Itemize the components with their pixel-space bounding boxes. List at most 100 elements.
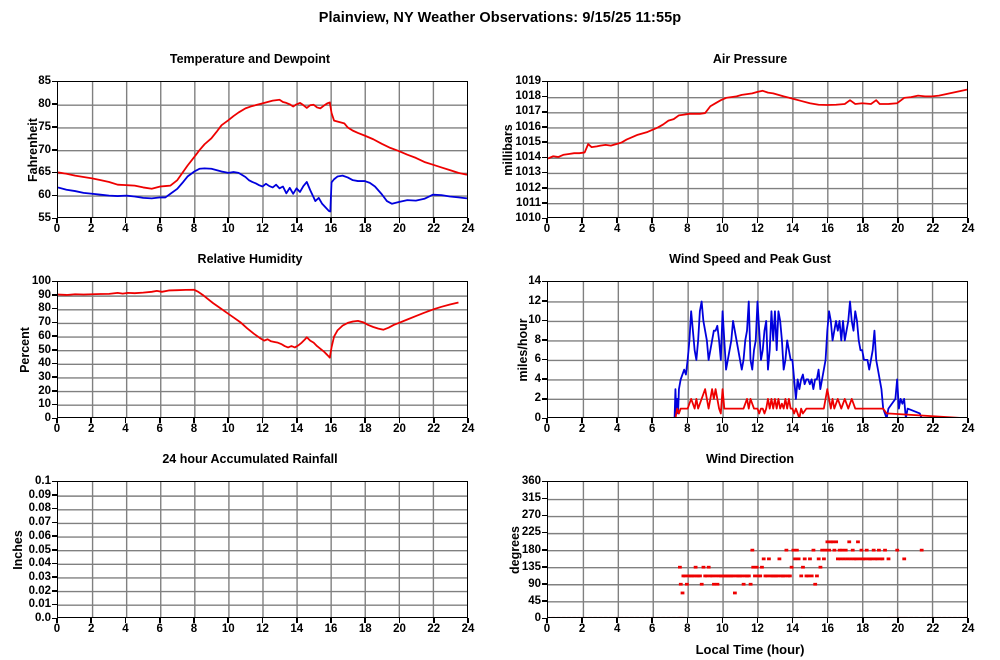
y-tick-mark (542, 319, 547, 322)
plot-svg (548, 482, 967, 617)
y-tick-label: 80 (38, 97, 51, 110)
x-tick-mark (56, 218, 58, 223)
x-tick-mark (193, 418, 195, 423)
y-tick-mark (52, 376, 57, 378)
y-tick-label: 360 (521, 475, 541, 487)
x-tick-mark (364, 218, 367, 223)
x-tick-mark (330, 218, 332, 223)
x-tick-label: 22 (427, 623, 441, 635)
x-tick-label: 4 (613, 623, 621, 635)
y-tick-label: 1013 (515, 166, 541, 179)
plot-frame (547, 481, 968, 618)
y-tick-mark (542, 202, 547, 204)
y-tick-label: 0.07 (28, 516, 51, 529)
x-tick-label: 18 (856, 223, 870, 235)
x-tick-mark (261, 618, 264, 623)
charts-grid: Temperature and Dewpoint 55 60 65 70 75 80 85 0… (0, 38, 1000, 658)
y-tick-mark (542, 141, 547, 143)
y-tick-mark (52, 321, 57, 324)
y-tick-label: 1019 (515, 75, 541, 87)
y-tick-label: 135 (521, 560, 541, 573)
plot-frame (57, 81, 468, 218)
x-tick-label: 16 (821, 623, 835, 635)
x-tick-mark (897, 618, 899, 623)
chart-panel-relative-humidity: Relative Humidity 0 10 20 30 40 50 60 70 80 90 100… (0, 238, 500, 444)
y-tick-label: 0 (534, 612, 541, 624)
y-tick-label: 1011 (516, 196, 541, 209)
x-tick-mark (227, 618, 230, 623)
x-tick-mark (861, 618, 864, 623)
y-tick-mark (542, 531, 547, 534)
y-tick-label: 40 (38, 357, 51, 370)
y-tick-label: 85 (38, 75, 51, 87)
x-tick-mark (467, 618, 469, 623)
x-tick-mark (398, 618, 401, 623)
y-tick-mark (542, 280, 547, 283)
plot-frame (547, 81, 968, 218)
x-tick-label: 18 (358, 223, 372, 235)
x-tick-label: 22 (427, 223, 441, 235)
y-tick-mark (542, 549, 547, 551)
y-tick-mark (52, 417, 57, 420)
x-tick-mark (261, 218, 264, 223)
y-tick-mark (542, 480, 547, 483)
y-tick-mark (542, 566, 547, 568)
x-tick-mark (193, 618, 195, 623)
y-tick-mark (52, 194, 57, 197)
x-tick-label: 20 (393, 623, 406, 635)
x-tick-label: 12 (751, 623, 764, 635)
chart-panel-wind-speed-peak-gust: Wind Speed and Peak Gust 0 2 4 6 8 10 12 14 0 2 4 6… (500, 238, 1000, 444)
x-tick-label: 22 (926, 423, 940, 435)
x-tick-mark (56, 418, 58, 423)
x-tick-label: 0 (543, 623, 551, 635)
x-tick-label: 20 (891, 423, 905, 435)
chart-title: 24 hour Accumulated Rainfall (162, 452, 338, 466)
y-tick-label: 1015 (515, 135, 541, 148)
x-tick-label: 24 (961, 623, 975, 635)
chart-title: Relative Humidity (197, 252, 303, 266)
y-tick-label: 0.08 (28, 502, 51, 515)
x-tick-label: 22 (926, 623, 940, 635)
y-tick-mark (542, 95, 547, 98)
y-tick-mark (52, 171, 57, 174)
y-tick-mark (52, 480, 57, 483)
y-tick-mark (52, 535, 57, 537)
y-tick-label: 0.05 (28, 543, 51, 556)
y-tick-label: 70 (38, 316, 51, 329)
x-tick-label: 10 (716, 623, 729, 635)
x-tick-label: 8 (684, 223, 691, 235)
x-tick-label: 2 (578, 223, 586, 235)
y-tick-label: 1016 (515, 120, 541, 133)
x-tick-mark (330, 418, 332, 423)
y-tick-label: 0.06 (28, 529, 51, 542)
plot-area-wind-speed-peak-gust (547, 281, 968, 418)
x-tick-mark (295, 418, 298, 423)
x-tick-label: 6 (649, 423, 656, 435)
y-tick-mark (52, 494, 57, 496)
x-tick-label: 8 (190, 223, 198, 235)
x-tick-mark (721, 218, 724, 223)
x-tick-label: 22 (427, 423, 441, 435)
x-tick-label: 10 (221, 623, 235, 635)
y-tick-mark (542, 126, 547, 128)
x-tick-mark (546, 618, 548, 623)
y-axis-label: Fahrenheit (25, 117, 40, 182)
plot-area-relative-humidity (57, 281, 468, 418)
y-tick-label: 180 (521, 543, 541, 556)
x-tick-mark (261, 418, 264, 423)
x-tick-label: 24 (961, 423, 975, 435)
y-tick-mark (542, 378, 547, 380)
y-tick-label: 0.1 (35, 475, 51, 487)
y-tick-label: 225 (521, 526, 541, 539)
x-tick-mark (398, 418, 401, 423)
x-tick-label: 20 (891, 623, 905, 635)
x-tick-label: 4 (122, 623, 129, 635)
x-tick-label: 10 (716, 223, 729, 235)
y-tick-label: 0.0 (35, 612, 51, 624)
x-tick-label: 18 (358, 623, 372, 635)
x-tick-mark (432, 618, 435, 623)
plot-svg (58, 282, 467, 417)
chart-title: Temperature and Dewpoint (169, 52, 331, 66)
x-tick-label: 16 (821, 223, 835, 235)
x-tick-mark (826, 618, 829, 623)
